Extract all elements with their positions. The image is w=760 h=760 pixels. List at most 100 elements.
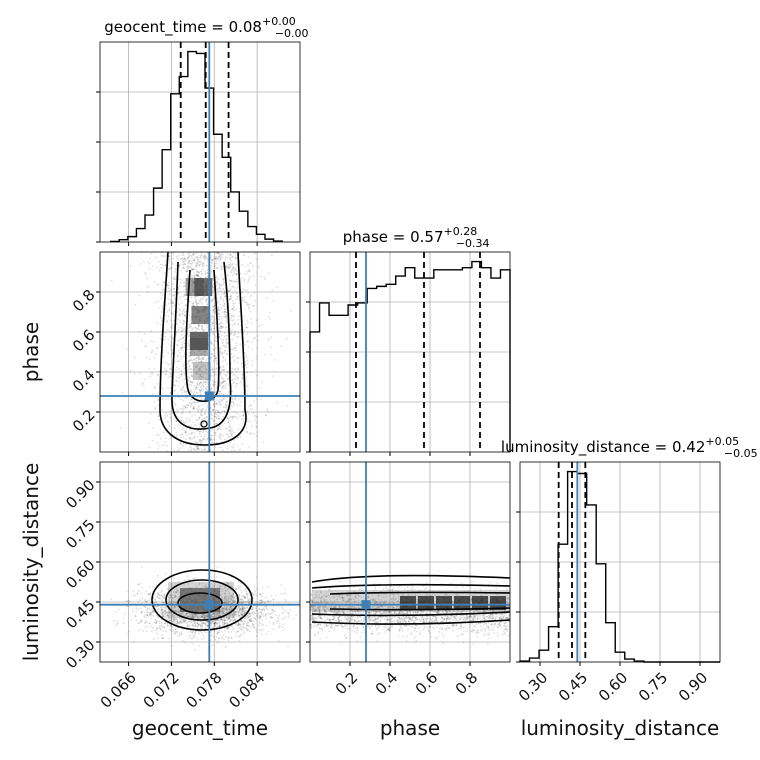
sample-point xyxy=(200,359,203,362)
sample-point xyxy=(220,265,223,268)
sample-point xyxy=(247,617,249,620)
sample-point xyxy=(161,613,164,616)
sample-point xyxy=(146,614,149,617)
sample-point xyxy=(218,323,221,326)
sample-point xyxy=(216,301,219,304)
sample-point xyxy=(263,608,266,611)
sample-point xyxy=(238,593,241,596)
sample-point xyxy=(245,301,247,303)
sample-point xyxy=(246,596,249,598)
sample-point xyxy=(283,598,286,601)
sample-point xyxy=(179,278,181,281)
sample-point xyxy=(211,315,214,318)
sample-point xyxy=(222,277,224,280)
sample-point xyxy=(199,617,202,620)
sample-point xyxy=(173,609,175,612)
sample-point xyxy=(190,637,193,640)
sample-point xyxy=(195,264,197,267)
sample-point xyxy=(220,418,223,421)
sample-point xyxy=(235,597,238,600)
sample-point xyxy=(199,389,202,392)
sample-point xyxy=(224,411,226,414)
sample-point xyxy=(180,330,183,332)
sample-point xyxy=(168,425,171,427)
sample-point xyxy=(237,607,239,610)
sample-point xyxy=(162,254,164,257)
sample-point xyxy=(180,254,183,257)
sample-point xyxy=(220,412,223,414)
sample-point xyxy=(246,600,248,603)
sample-point xyxy=(182,309,185,312)
sample-point xyxy=(223,311,226,314)
sample-point xyxy=(175,631,178,633)
sample-point xyxy=(241,623,244,625)
sample-point xyxy=(149,375,151,378)
sample-point xyxy=(176,589,179,592)
sample-point xyxy=(228,607,231,609)
sample-point xyxy=(228,279,231,282)
sample-point xyxy=(250,620,252,622)
sample-point xyxy=(287,612,289,614)
sample-point xyxy=(174,403,177,406)
sample-point xyxy=(226,266,229,269)
sample-point xyxy=(199,276,201,279)
sample-point xyxy=(182,267,185,269)
sample-point xyxy=(250,392,253,395)
sample-point xyxy=(230,297,233,300)
sample-point xyxy=(197,270,199,273)
sample-point xyxy=(217,427,219,430)
sample-point xyxy=(177,339,180,342)
sample-point xyxy=(199,625,202,628)
sample-point xyxy=(199,301,202,304)
sample-point xyxy=(202,255,205,258)
sample-point xyxy=(173,294,176,297)
sample-point xyxy=(169,594,172,597)
sample-point xyxy=(188,335,190,338)
sample-point xyxy=(213,405,216,408)
sample-point xyxy=(260,599,263,602)
sample-point xyxy=(243,607,246,609)
sample-point xyxy=(176,355,179,358)
sample-point xyxy=(175,369,177,371)
sample-point xyxy=(203,350,206,353)
sample-point xyxy=(144,599,147,602)
sample-point xyxy=(173,319,175,322)
sample-point xyxy=(173,397,176,400)
sample-point xyxy=(161,263,164,266)
sample-point xyxy=(213,415,216,418)
sample-point xyxy=(235,589,237,591)
sample-point xyxy=(162,614,165,617)
sample-point xyxy=(193,635,196,638)
sample-point xyxy=(180,334,183,337)
sample-point xyxy=(222,356,225,359)
sample-point xyxy=(178,632,181,635)
sample-point xyxy=(132,610,134,613)
sample-point xyxy=(223,293,225,295)
sample-point xyxy=(193,436,195,439)
sample-point xyxy=(210,261,213,264)
sample-point xyxy=(226,329,229,332)
sample-point xyxy=(258,617,261,620)
sample-point xyxy=(214,383,216,386)
sample-point xyxy=(195,301,198,304)
sample-point xyxy=(175,380,178,383)
sample-point xyxy=(221,382,224,385)
sample-point xyxy=(214,446,217,449)
sample-point xyxy=(201,361,204,363)
sample-point xyxy=(231,599,234,602)
sample-point xyxy=(232,594,234,597)
sample-point xyxy=(166,613,169,616)
sample-point xyxy=(227,596,230,599)
sample-point xyxy=(217,614,220,617)
sample-point xyxy=(187,404,190,407)
sample-point xyxy=(162,601,165,604)
sample-point xyxy=(222,415,225,418)
sample-point xyxy=(193,401,196,403)
sample-point xyxy=(200,408,203,411)
sample-point xyxy=(198,368,201,371)
sample-point xyxy=(241,366,244,369)
sample-point xyxy=(125,600,127,602)
sample-point xyxy=(232,616,235,618)
sample-point xyxy=(177,411,180,414)
sample-point xyxy=(214,409,217,412)
